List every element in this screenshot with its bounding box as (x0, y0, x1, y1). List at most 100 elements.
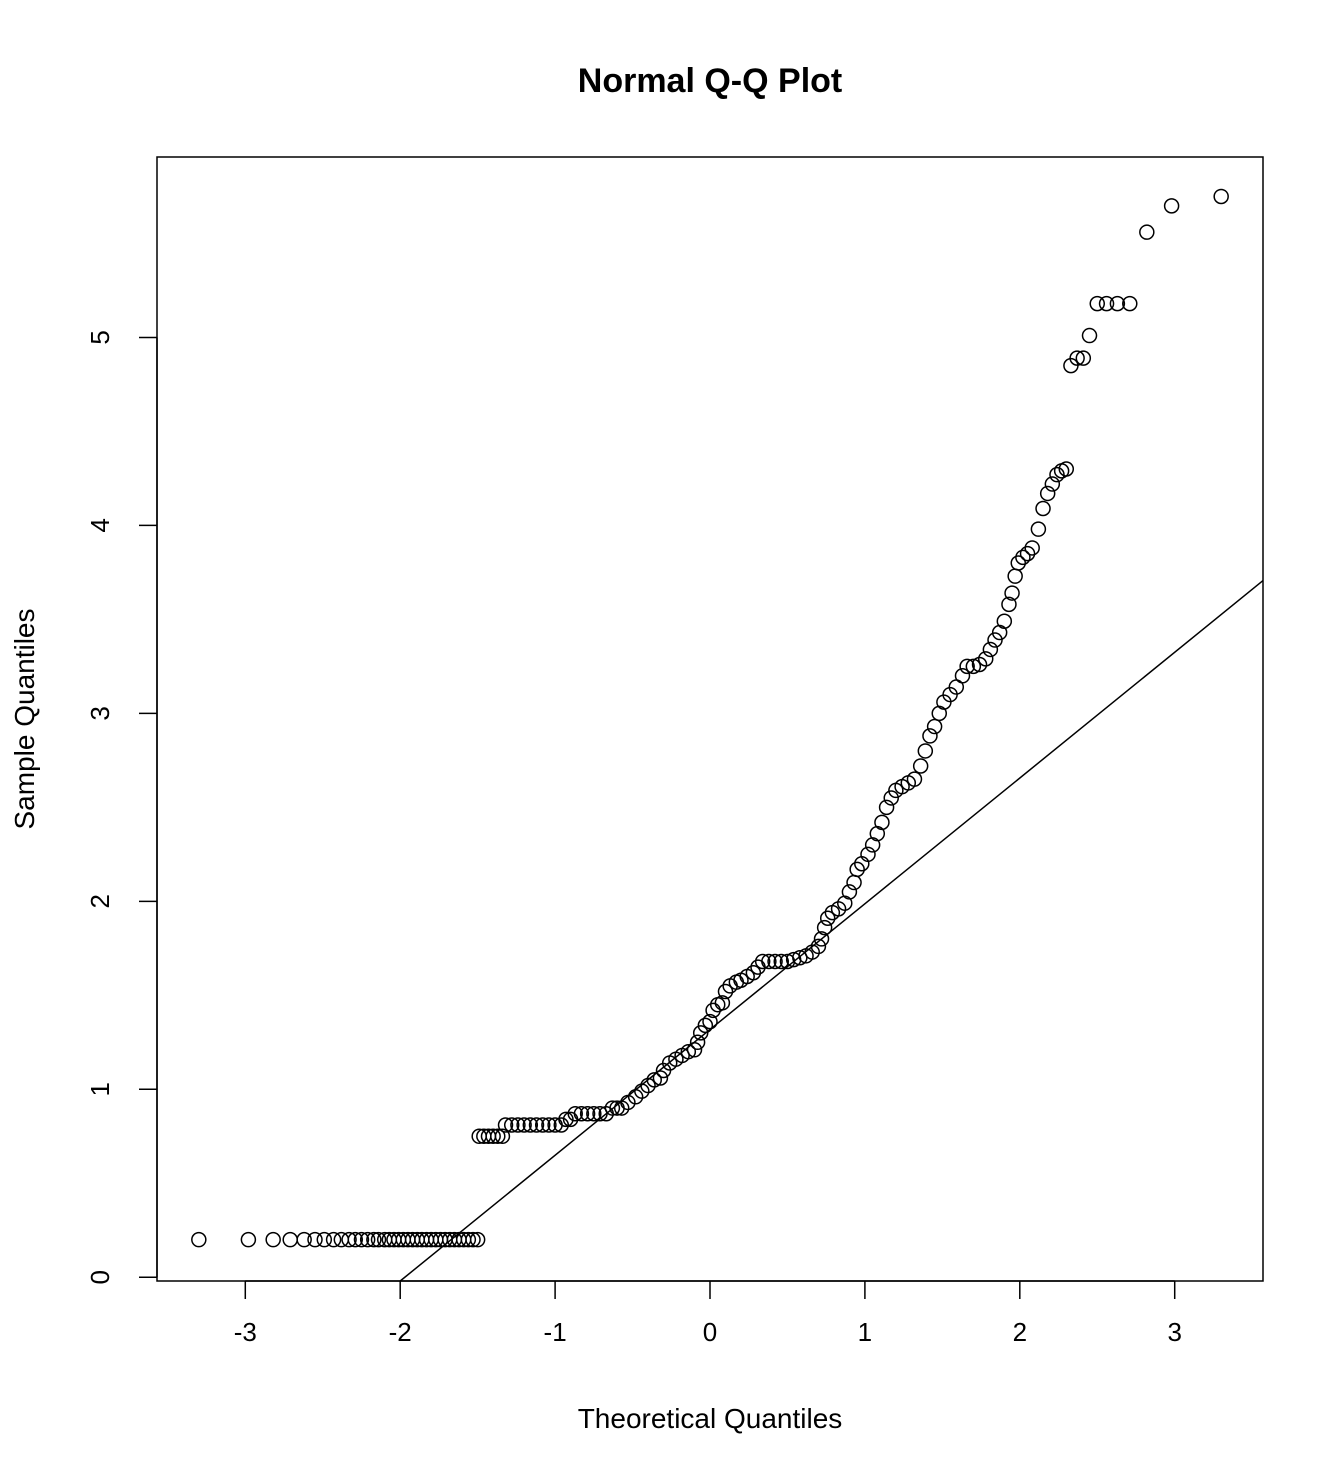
data-point (1010, 555, 1027, 571)
data-point (353, 1231, 370, 1248)
data-point (307, 1231, 323, 1248)
data-point (1163, 198, 1180, 214)
data-point (1001, 596, 1017, 613)
data-point (240, 1231, 257, 1248)
x-tick-label: 3 (1167, 1317, 1181, 1347)
data-point (534, 1117, 551, 1133)
data-point (917, 743, 934, 759)
data-point (977, 651, 994, 667)
data-point (996, 613, 1013, 630)
data-point (792, 949, 808, 966)
data-point (841, 884, 858, 900)
data-point (767, 953, 783, 970)
y-tick-label: 3 (85, 706, 115, 720)
x-tick-label: -1 (544, 1317, 567, 1347)
data-point (1098, 295, 1115, 312)
data-point (490, 1128, 506, 1145)
x-tick-label: 1 (858, 1317, 872, 1347)
data-points (191, 188, 1229, 1248)
data-point (874, 814, 890, 831)
x-axis-label: Theoretical Quantiles (578, 1403, 843, 1434)
data-point (1049, 466, 1065, 483)
data-point (1004, 585, 1020, 601)
data-point (860, 846, 876, 863)
data-point (265, 1231, 281, 1248)
data-point (1069, 350, 1085, 366)
data-point (922, 728, 938, 744)
data-point (460, 1231, 477, 1248)
data-point (510, 1117, 526, 1133)
data-point (745, 964, 762, 981)
data-point (754, 953, 771, 970)
data-point (987, 632, 1003, 648)
data-point (705, 1002, 721, 1019)
data-point (714, 995, 731, 1011)
data-point (485, 1128, 501, 1145)
data-point (325, 1231, 342, 1248)
data-point (883, 790, 899, 806)
data-point (573, 1105, 590, 1122)
data-point (1122, 295, 1138, 312)
data-point (494, 1128, 511, 1145)
data-point (347, 1231, 364, 1248)
data-point (1075, 350, 1092, 366)
y-axis-label: Sample Quantiles (9, 608, 40, 829)
y-tick-label: 5 (85, 330, 115, 344)
data-point (1139, 224, 1155, 240)
data-point (586, 1105, 602, 1122)
y-tick-label: 1 (85, 1082, 115, 1096)
data-point (878, 799, 895, 816)
data-point (717, 983, 734, 1000)
data-point (465, 1231, 481, 1248)
data-point (1044, 476, 1061, 492)
data-point (579, 1105, 596, 1122)
data-point (849, 861, 865, 878)
data-point (604, 1100, 621, 1116)
data-point (528, 1117, 545, 1133)
data-point (1089, 295, 1106, 312)
data-point (1024, 540, 1040, 556)
data-point (553, 1117, 570, 1133)
data-point (816, 919, 833, 936)
data-point (370, 1231, 387, 1248)
data-point (634, 1083, 650, 1099)
plot-frame (156, 156, 1264, 1282)
data-point (567, 1105, 583, 1122)
data-point (773, 953, 790, 970)
data-point (316, 1231, 333, 1248)
data-point (680, 1043, 697, 1060)
data-point (959, 658, 975, 675)
data-point (954, 668, 971, 684)
data-point (982, 641, 999, 658)
x-tick-label: -2 (389, 1317, 412, 1347)
data-point (497, 1117, 514, 1133)
data-point (469, 1231, 486, 1248)
data-point (282, 1231, 298, 1248)
y-axis: 0 1 2 3 4 5 (85, 330, 158, 1284)
data-point (341, 1231, 357, 1248)
data-point (503, 1117, 520, 1133)
data-point (1007, 568, 1023, 584)
data-point (1035, 500, 1051, 517)
data-point (541, 1117, 557, 1133)
y-tick-label: 4 (85, 518, 115, 532)
data-point (1058, 461, 1075, 477)
data-point (1015, 549, 1031, 566)
x-tick-label: 2 (1013, 1317, 1027, 1347)
x-tick-label: -3 (234, 1317, 257, 1347)
data-point (1039, 485, 1056, 502)
data-point (906, 771, 923, 787)
data-point (692, 1025, 709, 1041)
data-point (516, 1117, 532, 1133)
data-point (1213, 188, 1229, 205)
data-point (296, 1231, 312, 1248)
data-point (1081, 327, 1098, 344)
y-tick-label: 2 (85, 894, 115, 908)
x-tick-label: 0 (703, 1317, 717, 1347)
data-point (522, 1117, 539, 1133)
data-point (1019, 545, 1036, 562)
data-point (191, 1231, 207, 1248)
data-point (689, 1034, 706, 1051)
data-point (912, 758, 929, 774)
